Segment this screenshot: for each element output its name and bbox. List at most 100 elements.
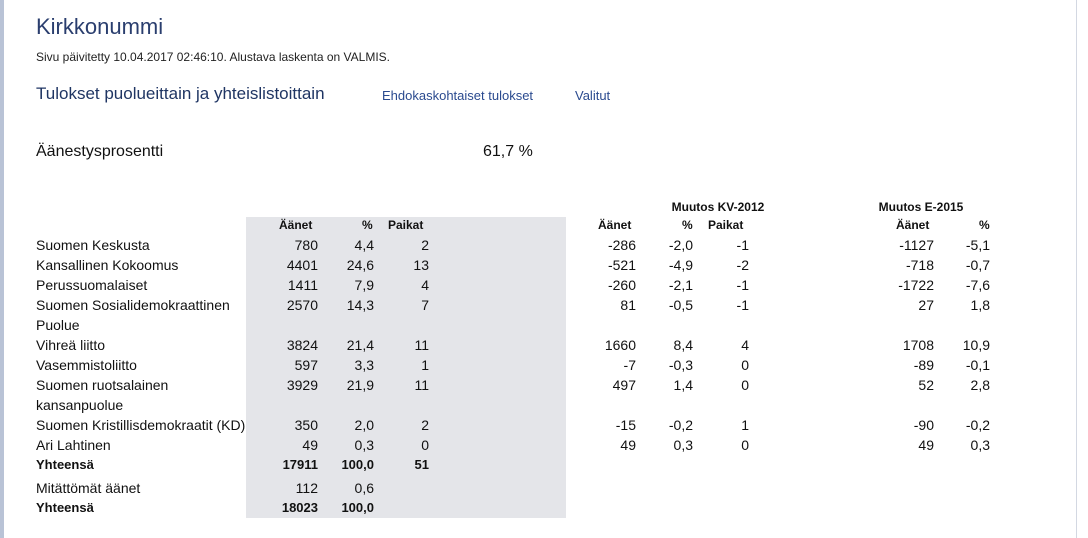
cell-e-pct: 0,3 — [970, 437, 990, 453]
cell-kv-votes: -286 — [607, 237, 636, 253]
cell-kv-seats: -2 — [736, 257, 749, 273]
cell-kv-votes: 49 — [620, 437, 636, 453]
cell-e-votes: 27 — [918, 297, 934, 313]
header-kv-pct: % — [682, 218, 693, 232]
cell-kv-seats: 0 — [741, 377, 749, 393]
left-frame-border — [0, 0, 4, 538]
cell-kv-pct: 0,3 — [673, 437, 693, 453]
cell-kv-seats: 1 — [741, 417, 749, 433]
results-highlight-column — [246, 217, 566, 518]
cell-kv-seats: 0 — [741, 437, 749, 453]
cell-kv-pct: -4,9 — [668, 257, 693, 273]
cell-e-pct: -0,1 — [965, 357, 990, 373]
tab-candidate-results[interactable]: Ehdokaskohtaiset tulokset — [382, 88, 534, 103]
table-row: Ari Lahtinen 49 0,3 0 49 0,3 0 49 0,3 — [0, 435, 1088, 455]
table-row: Vihreä liitto 3824 21,4 11 1660 8,4 4 1708 10,9 — [0, 335, 1088, 355]
cell-kv-pct: -0,5 — [668, 297, 693, 313]
cell-e-votes: 49 — [918, 437, 934, 453]
cell-kv-votes: -521 — [607, 257, 636, 273]
cell-votes: 2570 — [286, 297, 318, 313]
cell-e-pct: 1,8 — [970, 297, 990, 313]
cell-pct: 7,9 — [354, 277, 374, 293]
cell-e-votes: -90 — [913, 417, 934, 433]
cell-e-pct: -5,1 — [965, 237, 990, 253]
cell-name: Vasemmistoliitto — [36, 357, 137, 373]
cell-e-pct: -0,2 — [965, 417, 990, 433]
table-row: Perussuomalaiset 1411 7,9 4 -260 -2,1 -1 -1722 -… — [0, 275, 1088, 295]
cell-name: Suomen Keskusta — [36, 237, 150, 253]
header-e-votes: Äänet — [896, 218, 930, 232]
cell-name: Puolue — [36, 317, 80, 333]
cell-e-votes: 1708 — [902, 337, 934, 353]
table-row: Suomen Kristillisdemokraatit (KD) 350 2,0 2… — [0, 415, 1088, 435]
cell-pct: 100,0 — [341, 500, 374, 515]
cell-kv-seats: -1 — [736, 237, 749, 253]
cell-e-pct: -7,6 — [965, 277, 990, 293]
header-kv-seats: Paikat — [708, 218, 744, 232]
table-row: Kansallinen Kokoomus 4401 24,6 13 -521 -4,9 -2… — [0, 255, 1088, 275]
table-row: Vasemmistoliitto 597 3,3 1 -7 -0,3 0 -89 -0,1 — [0, 355, 1088, 375]
header-kv-votes: Äänet — [598, 218, 632, 232]
cell-name: Yhteensä — [36, 500, 94, 515]
cell-pct: 0,3 — [354, 437, 374, 453]
cell-name: Yhteensä — [36, 457, 94, 472]
cell-pct: 4,4 — [354, 237, 374, 253]
cell-pct: 2,0 — [354, 417, 374, 433]
header-change-kv2012: Muutos KV-2012 — [671, 200, 765, 214]
cell-votes: 112 — [295, 480, 318, 496]
cell-e-votes: 52 — [918, 377, 934, 393]
table-row: Suomen Sosialidemokraattinen 2570 14,3 7 81 -… — [0, 295, 1088, 315]
cell-kv-pct: 8,4 — [673, 337, 693, 353]
cell-kv-seats: 4 — [741, 337, 749, 353]
cell-seats: 0 — [421, 437, 429, 453]
grand-total-row: Yhteensä 18023 100,0 — [0, 498, 1088, 518]
cell-pct: 21,4 — [346, 337, 374, 353]
cell-kv-votes: 81 — [620, 297, 636, 313]
cell-kv-votes: -260 — [607, 277, 636, 293]
cell-e-votes: -718 — [905, 257, 934, 273]
cell-seats: 2 — [421, 417, 429, 433]
cell-e-votes: -89 — [913, 357, 934, 373]
cell-kv-pct: -0,2 — [668, 417, 693, 433]
tab-party-results[interactable]: Tulokset puolueittain ja yhteislistoitta… — [36, 84, 325, 103]
cell-seats: 4 — [421, 277, 429, 293]
cell-kv-seats: -1 — [736, 297, 749, 313]
table-row: Puolue — [0, 315, 1088, 335]
cell-pct: 3,3 — [354, 357, 374, 373]
cell-e-pct: 10,9 — [962, 337, 990, 353]
update-status: Sivu päivitetty 10.04.2017 02:46:10. Alu… — [36, 50, 391, 64]
turnout-value: 61,7 % — [483, 143, 533, 160]
cell-name: Ari Lahtinen — [36, 437, 111, 453]
table-row: kansanpuolue — [0, 395, 1088, 415]
cell-name: kansanpuolue — [36, 397, 124, 413]
table-row: Suomen ruotsalainen 3929 21,9 11 497 1,4 0 52 2,… — [0, 375, 1088, 395]
cell-kv-pct: 1,4 — [673, 377, 693, 393]
cell-name: Kansallinen Kokoomus — [36, 257, 179, 273]
tab-elected[interactable]: Valitut — [575, 88, 611, 103]
header-e-pct: % — [979, 218, 990, 232]
cell-votes: 49 — [302, 437, 318, 453]
cell-name: Suomen ruotsalainen — [36, 377, 169, 393]
cell-kv-seats: 0 — [741, 357, 749, 373]
cell-seats: 1 — [421, 357, 429, 373]
cell-kv-votes: -15 — [615, 417, 636, 433]
cell-votes: 780 — [294, 237, 318, 253]
cell-name: Vihreä liitto — [36, 337, 106, 353]
cell-pct: 21,9 — [346, 377, 374, 393]
cell-votes: 1411 — [287, 277, 318, 293]
cell-name: Mitättömät äänet — [36, 480, 141, 496]
cell-kv-pct: -0,3 — [668, 357, 693, 373]
cell-e-votes: -1722 — [898, 277, 934, 293]
cell-kv-pct: -2,0 — [668, 237, 693, 253]
cell-e-pct: -0,7 — [965, 257, 990, 273]
invalid-votes-row: Mitättömät äänet 112 0,6 — [0, 478, 1088, 498]
cell-seats: 13 — [413, 257, 429, 273]
cell-kv-votes: 497 — [612, 377, 636, 393]
total-row: Yhteensä 17911 100,0 51 — [0, 455, 1088, 475]
turnout-label: Äänestysprosentti — [36, 143, 164, 160]
cell-seats: 2 — [421, 237, 429, 253]
cell-seats: 51 — [414, 457, 429, 472]
cell-kv-votes: 1660 — [604, 337, 636, 353]
cell-pct: 24,6 — [346, 257, 374, 273]
cell-seats: 11 — [414, 337, 429, 353]
